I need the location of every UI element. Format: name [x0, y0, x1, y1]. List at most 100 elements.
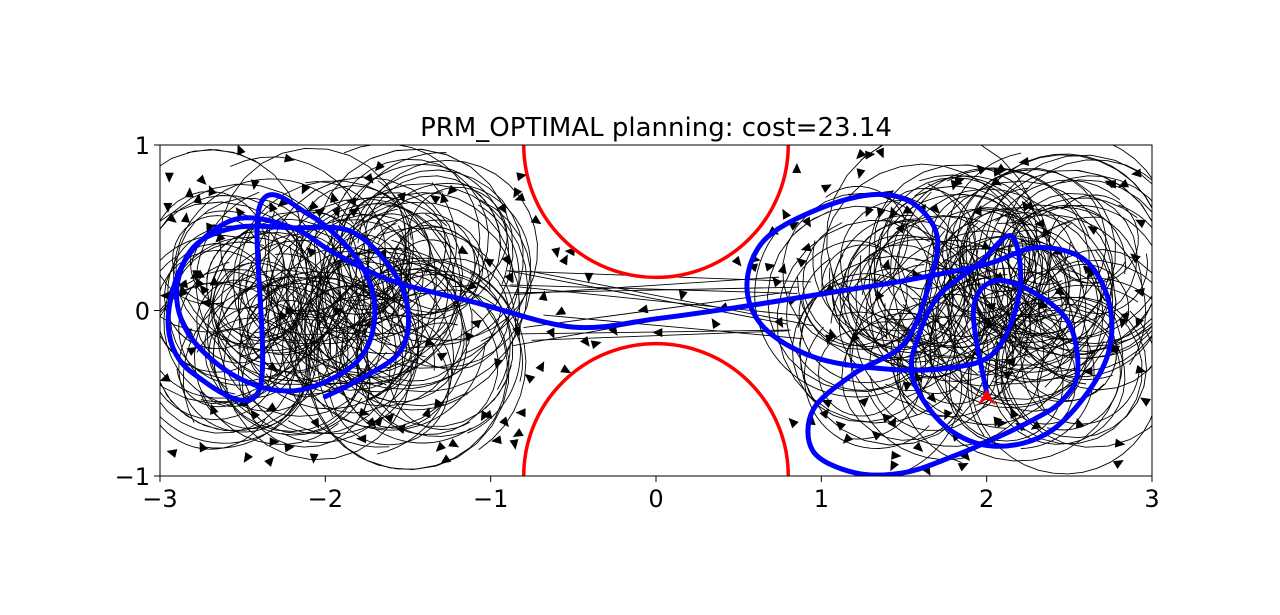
roadmap-node: [777, 263, 787, 274]
roadmap-node: [1054, 286, 1066, 296]
roadmap-node: [887, 416, 897, 428]
roadmap-edge: [917, 222, 1104, 409]
roadmap-node: [192, 270, 202, 281]
roadmap-node: [514, 192, 526, 202]
roadmap-node: [678, 290, 688, 301]
roadmap-edge: [340, 317, 414, 393]
roadmap-node: [535, 361, 545, 373]
roadmap-node: [926, 392, 937, 403]
roadmap-edge: [313, 148, 514, 349]
roadmap-edge: [841, 312, 970, 441]
roadmap-node: [944, 409, 953, 421]
roadmap-node: [250, 179, 260, 191]
roadmap-edge: [160, 255, 298, 399]
roadmap-node: [363, 173, 374, 184]
roadmap-edge: [389, 322, 471, 430]
roadmap-edge: [976, 169, 1152, 356]
roadmap-edge: [356, 269, 514, 427]
roadmap-node: [764, 262, 776, 272]
obstacles: [522, 145, 790, 476]
roadmap-node: [889, 206, 899, 218]
roadmap-node: [850, 332, 861, 343]
roadmap-edge: [185, 156, 370, 351]
roadmap-node: [1018, 157, 1030, 166]
roadmap-node: [512, 428, 524, 437]
roadmap-edge: [1000, 159, 1152, 347]
roadmap-node: [331, 207, 341, 218]
roadmap-node: [551, 247, 561, 258]
roadmap-node: [308, 200, 319, 212]
roadmap-edge: [209, 210, 395, 396]
roadmap-node: [1030, 420, 1042, 430]
roadmap-edge: [356, 292, 499, 436]
roadmap-node: [499, 416, 509, 428]
roadmap-node: [516, 172, 527, 182]
roadmap-node: [912, 441, 924, 452]
roadmap-node: [237, 145, 246, 156]
roadmap-node: [788, 417, 799, 429]
x-tick-label: −1: [473, 485, 508, 513]
roadmap-node: [277, 197, 289, 208]
roadmap-node: [235, 207, 246, 218]
roadmap-node: [890, 460, 899, 472]
roadmap-node: [825, 334, 835, 346]
roadmap-edge: [842, 218, 993, 369]
roadmap-edge: [1008, 175, 1152, 345]
roadmap-edge: [323, 234, 410, 307]
roadmap-edge: [510, 284, 798, 294]
roadmap-node: [1075, 417, 1085, 429]
roadmap-edge: [1001, 277, 1152, 431]
roadmap-node: [163, 202, 173, 213]
roadmap-edge: [320, 180, 414, 329]
roadmap-node: [984, 319, 995, 330]
roadmap-edge: [818, 329, 905, 417]
roadmap-edge: [868, 301, 998, 431]
roadmap-edge: [288, 286, 407, 401]
roadmap-node: [457, 245, 469, 255]
roadmap-edge: [337, 192, 514, 369]
roadmap-node: [464, 331, 475, 342]
roadmap-edge: [267, 246, 424, 400]
roadmap-edge: [302, 310, 502, 390]
roadmap-node: [283, 153, 295, 163]
roadmap-node: [902, 205, 914, 214]
roadmap-node: [1010, 408, 1019, 420]
roadmap-node: [210, 403, 219, 415]
roadmap-node: [501, 254, 511, 266]
roadmap-edge: [422, 213, 452, 296]
roadmap-node: [991, 176, 1002, 186]
roadmap-node: [1118, 178, 1130, 188]
roadmap-node: [993, 167, 1004, 177]
roadmap-edge: [1020, 339, 1095, 449]
roadmap-node: [267, 361, 279, 372]
roadmap-node: [801, 216, 811, 228]
roadmap-node: [166, 213, 177, 223]
x-axis-ticks: −3 −2 −1 0 1 2 3: [142, 476, 1160, 513]
roadmap-node: [1041, 227, 1052, 239]
roadmap-edge: [949, 169, 1116, 336]
obstacle-circle: [522, 145, 790, 280]
roadmap-node: [160, 373, 171, 382]
roadmap-edge: [289, 145, 481, 335]
roadmap-node: [348, 207, 360, 218]
x-tick-label: −3: [142, 485, 177, 513]
roadmap-edge: [867, 262, 1045, 447]
roadmap-node: [929, 203, 940, 214]
roadmap-node: [434, 398, 445, 408]
roadmap-edge: [212, 276, 369, 432]
roadmap-node: [652, 328, 663, 338]
roadmap-edge: [831, 254, 922, 359]
roadmap-node: [842, 433, 854, 444]
roadmap-edge: [220, 260, 302, 342]
y-tick-label: −1: [115, 463, 150, 491]
roadmap-edge: [1010, 214, 1146, 366]
roadmap-edge: [506, 270, 788, 325]
roadmap-node: [981, 241, 993, 250]
roadmap-node: [530, 214, 542, 225]
roadmap-node: [559, 254, 568, 266]
roadmap-edge: [994, 309, 1126, 445]
roadmap: [160, 145, 1152, 476]
roadmap-node: [448, 438, 460, 448]
roadmap-node: [366, 417, 377, 428]
